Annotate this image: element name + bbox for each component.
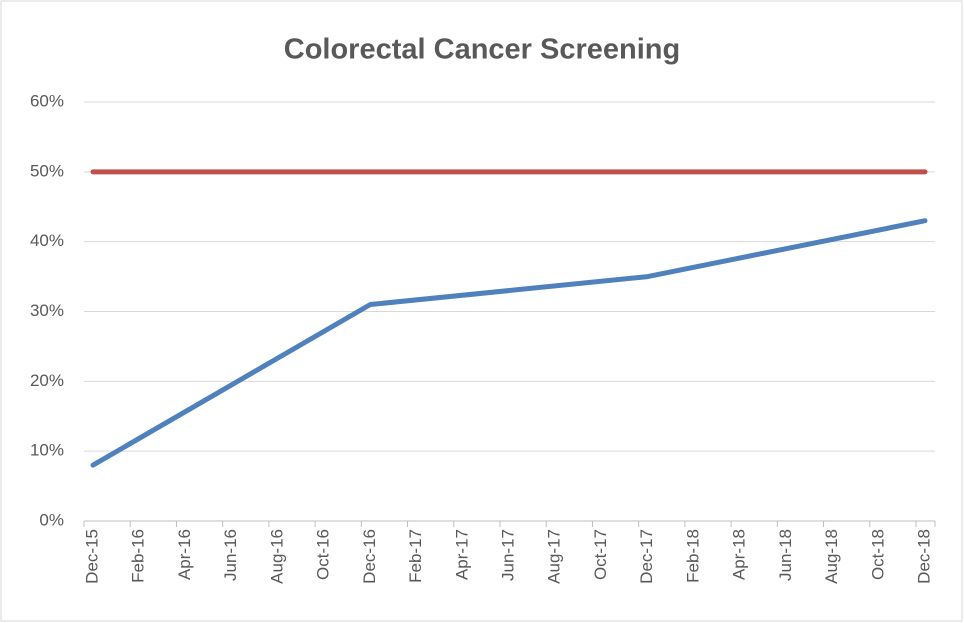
- x-tick-label: Apr-18: [730, 529, 749, 580]
- y-tick-label: 20%: [30, 371, 64, 390]
- x-tick-label: Feb-17: [406, 529, 425, 583]
- x-tick-label: Feb-16: [129, 529, 148, 583]
- data-line: [90, 218, 928, 468]
- x-tick-label: Jun-16: [221, 529, 240, 581]
- x-tick-label: Aug-17: [545, 529, 564, 584]
- y-tick-label: 40%: [30, 231, 64, 250]
- y-tick-label: 50%: [30, 161, 64, 180]
- x-tick-label: Dec-16: [360, 529, 379, 584]
- y-tick-label: 10%: [30, 441, 64, 460]
- x-tick-label: Apr-17: [452, 529, 471, 580]
- x-tick-label: Aug-16: [267, 529, 286, 584]
- x-tick-label: Dec-17: [637, 529, 656, 584]
- y-tick-label: 0%: [39, 510, 64, 529]
- x-tick-label: Jun-17: [498, 529, 517, 581]
- x-tick-label: Oct-17: [591, 529, 610, 580]
- x-tick-label: Oct-16: [314, 529, 333, 580]
- x-tick-label: Feb-18: [683, 529, 702, 583]
- x-tick-label: Oct-18: [868, 529, 887, 580]
- y-tick-label: 30%: [30, 301, 64, 320]
- x-tick-label: Apr-16: [175, 529, 194, 580]
- x-tick-label: Aug-18: [822, 529, 841, 584]
- x-tick-label: Dec-15: [82, 529, 101, 584]
- chart-title: Colorectal Cancer Screening: [284, 34, 680, 66]
- y-tick-label: 60%: [30, 91, 64, 110]
- x-tick-label: Dec-18: [914, 529, 933, 584]
- x-tick-label: Jun-18: [776, 529, 795, 581]
